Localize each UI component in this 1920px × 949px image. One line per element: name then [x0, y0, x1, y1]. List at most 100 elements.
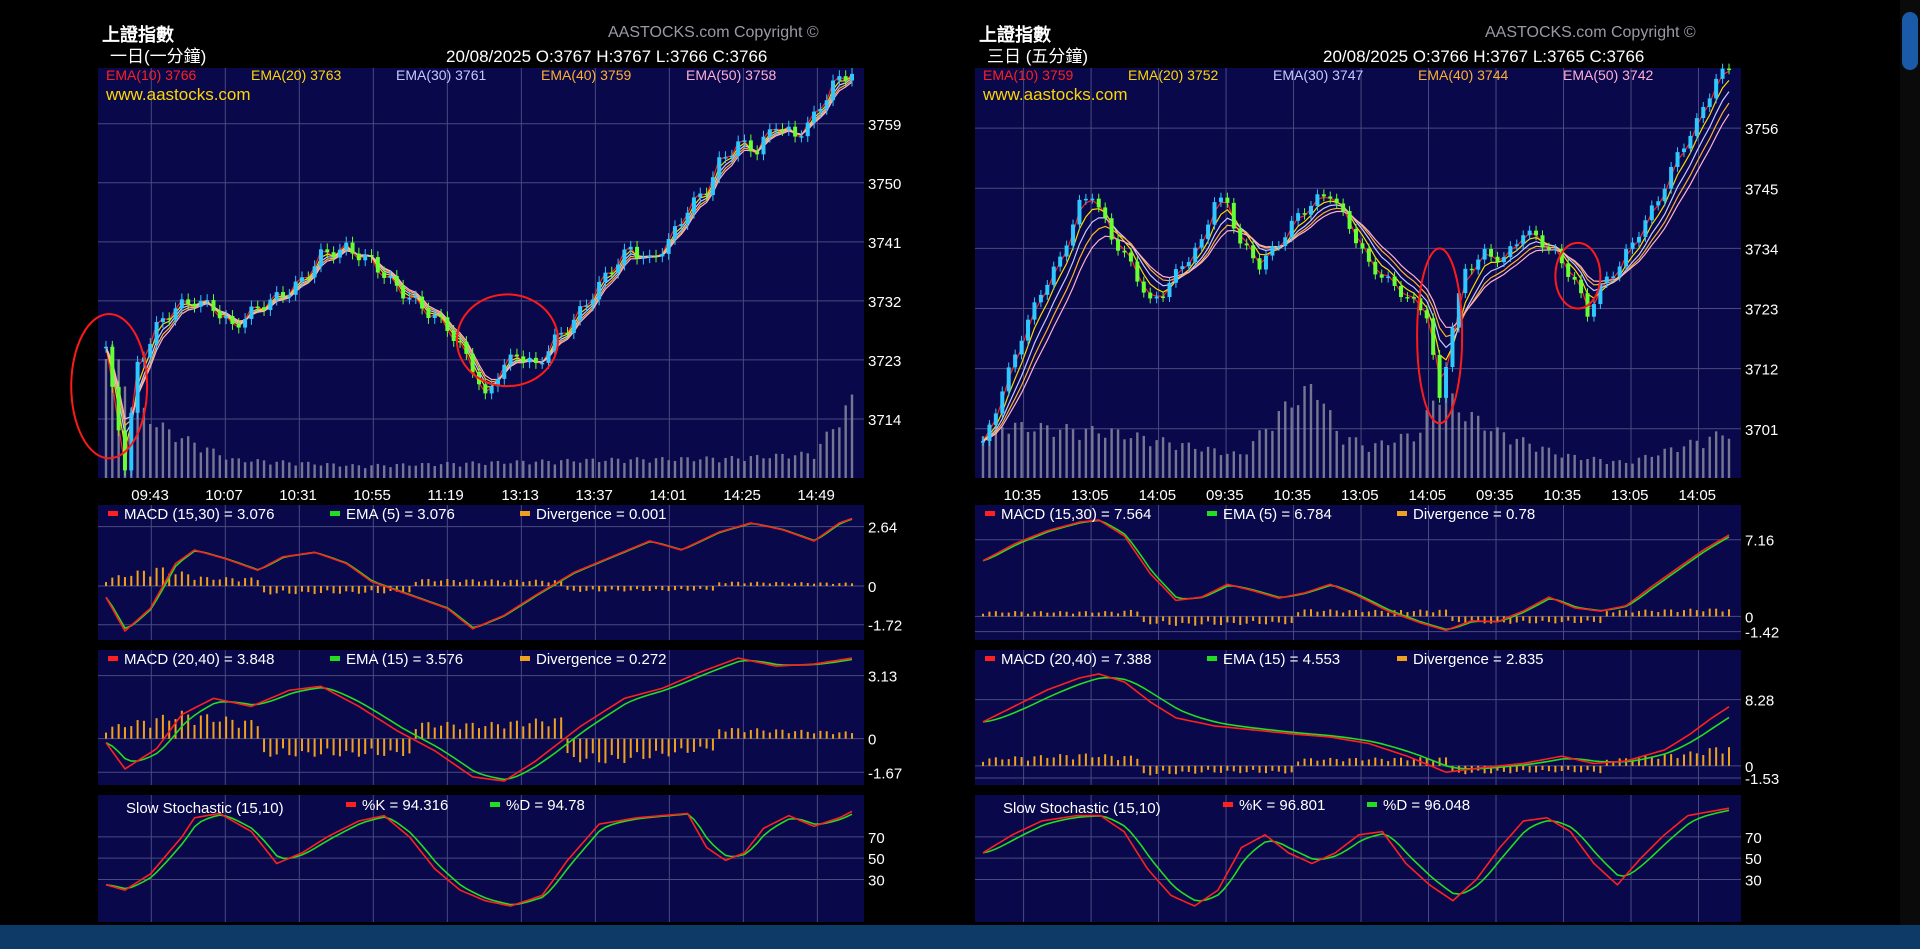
divergence-bar — [117, 724, 120, 739]
divergence-bar — [1650, 757, 1653, 766]
volume-bar — [667, 460, 670, 478]
divergence-bar — [1522, 616, 1525, 621]
stochastic-panel: 70 50 30 Slow Stochastic (15,10) %K = 94.316… — [98, 795, 885, 922]
vertical-scrollbar[interactable] — [1900, 0, 1920, 925]
divergence-bar — [421, 722, 424, 739]
candle-body — [597, 281, 602, 300]
candle-body — [1026, 319, 1031, 341]
legend-swatch-signal — [330, 511, 340, 516]
divergence-bar — [1644, 609, 1647, 617]
candle-body — [1559, 248, 1564, 264]
divergence-bar — [1277, 765, 1280, 772]
divergence-bar — [1129, 755, 1132, 766]
divergence-bar — [1374, 609, 1377, 617]
stoch-k-line — [105, 810, 853, 907]
volume-bar — [1650, 456, 1654, 478]
volume-bar — [1560, 457, 1563, 478]
volume-bar — [1528, 443, 1531, 478]
divergence-bar — [825, 582, 828, 586]
divergence-bar — [1155, 616, 1158, 624]
candle-body — [1469, 268, 1474, 271]
candle-body — [1116, 239, 1121, 251]
volume-bar — [1296, 405, 1300, 478]
candle-body — [1399, 285, 1404, 298]
volume-bar — [610, 457, 613, 478]
stoch-y-tick: 30 — [868, 872, 885, 889]
candle-body — [1199, 239, 1204, 248]
ema30-line — [982, 91, 1730, 442]
candle-body — [1058, 256, 1063, 267]
divergence-bar — [1232, 616, 1235, 624]
divergence-bar — [1091, 612, 1094, 617]
legend-swatch-d — [1367, 802, 1377, 807]
volume-bar — [1631, 463, 1634, 478]
candle-body — [1463, 268, 1468, 294]
candle-body — [262, 307, 267, 311]
divergence-bar — [1065, 611, 1068, 617]
candle-body — [1534, 230, 1539, 236]
divergence-bar — [1271, 616, 1274, 622]
candle-body — [1096, 198, 1101, 208]
candle-body — [1617, 266, 1622, 277]
legend-swatch-k — [346, 802, 356, 807]
candle-body — [1238, 228, 1243, 244]
candle-body — [160, 318, 165, 323]
volume-bar — [1219, 455, 1223, 478]
volume-bar — [1091, 425, 1094, 478]
stoch-label: Slow Stochastic (15,10) — [126, 800, 284, 817]
scrollbar-thumb[interactable] — [1902, 12, 1918, 70]
candle-body — [1122, 250, 1127, 253]
volume-bar — [326, 463, 329, 478]
candle-body — [205, 300, 210, 302]
volume-bar — [275, 461, 278, 478]
volume-bar — [1522, 437, 1525, 478]
divergence-bar — [1554, 765, 1557, 773]
price-x-tick: 14:05 — [1678, 487, 1716, 504]
divergence-bar — [1502, 765, 1505, 772]
divergence-bar — [256, 580, 259, 586]
ohlc-readout: 20/08/2025 O:3767 H:3767 L:3766 C:3766 — [446, 47, 767, 66]
candle-body — [824, 100, 829, 109]
divergence-bar — [1290, 765, 1293, 773]
candle-body — [981, 441, 985, 443]
divergence-bar — [1342, 612, 1345, 617]
stoch-y-tick: 30 — [1745, 872, 1762, 889]
divergence-bar — [313, 586, 316, 595]
watermark: www.aastocks.com — [105, 85, 251, 104]
divergence-bar — [1213, 616, 1216, 625]
divergence-bar — [427, 579, 430, 586]
divergence-bar — [1592, 616, 1595, 622]
divergence-bar — [692, 586, 695, 591]
divergence-bar — [332, 586, 335, 594]
candle-body — [104, 346, 108, 349]
candle-body — [1006, 367, 1011, 392]
candle-body — [1038, 294, 1043, 303]
volume-bar — [180, 438, 184, 478]
divergence-bar — [1490, 765, 1493, 774]
divergence-bar — [705, 586, 708, 590]
divergence-bar — [1258, 616, 1261, 625]
divergence-bar — [1117, 760, 1120, 766]
candle-body — [1662, 188, 1667, 202]
volume-bar — [1084, 428, 1088, 478]
candle-body — [654, 255, 659, 258]
divergence-bar — [1715, 747, 1718, 766]
divergence-bar — [452, 724, 455, 739]
volume-bar — [1058, 429, 1062, 478]
candle-body — [736, 141, 741, 156]
volume-bar — [1470, 411, 1473, 478]
divergence-bar — [1168, 616, 1171, 625]
volume-bar — [1702, 448, 1705, 478]
volume-bar — [237, 458, 240, 478]
volume-bar — [1136, 432, 1139, 478]
divergence-bar — [1297, 761, 1300, 766]
candle-body — [616, 264, 621, 273]
macd-line — [982, 673, 1730, 774]
divergence-bar — [225, 577, 228, 586]
candle-body — [818, 108, 823, 112]
volume-bar — [648, 462, 651, 478]
price-x-tick: 10:55 — [353, 487, 391, 504]
divergence-bar — [819, 730, 822, 739]
legend-swatch-macd — [108, 511, 118, 516]
candle-body — [502, 364, 507, 379]
